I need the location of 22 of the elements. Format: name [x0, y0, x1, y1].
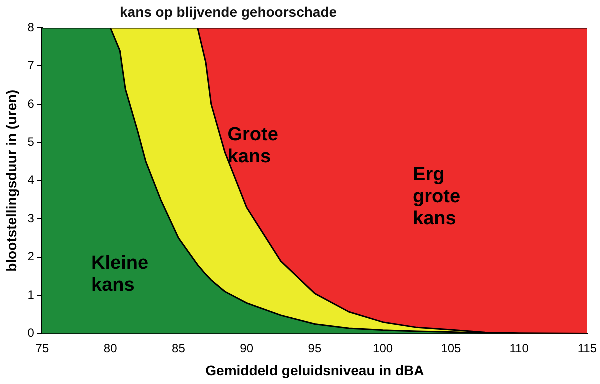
- y-tick-label: 8: [28, 20, 35, 34]
- x-tick-label: 105: [441, 341, 462, 356]
- x-tick-label: 80: [104, 341, 118, 356]
- y-tick-label: 3: [28, 211, 35, 226]
- series-label: Kleine kans: [92, 253, 149, 296]
- y-axis-title: blootstellingsduur in (uren): [3, 90, 20, 272]
- x-tick-label: 95: [308, 341, 322, 356]
- x-tick-label: 85: [172, 341, 186, 356]
- y-tick-label: 0: [28, 326, 35, 340]
- x-axis-title: Gemiddeld geluidsniveau in dBA: [206, 362, 424, 378]
- y-tick-label: 6: [28, 96, 35, 111]
- x-tick-label: 110: [510, 341, 530, 356]
- y-tick-label: 4: [28, 173, 35, 188]
- x-tick-label: 75: [36, 341, 50, 356]
- y-tick-label: 2: [28, 250, 35, 264]
- x-tick-label: 115: [578, 341, 598, 356]
- y-tick-label: 1: [28, 288, 35, 302]
- y-tick-label: 7: [28, 58, 35, 73]
- x-tick-label: 90: [240, 341, 254, 356]
- y-tick-label: 5: [28, 134, 35, 149]
- chart-title: kans op blijvende gehoorschade: [120, 4, 338, 20]
- x-tick-label: 100: [373, 341, 394, 356]
